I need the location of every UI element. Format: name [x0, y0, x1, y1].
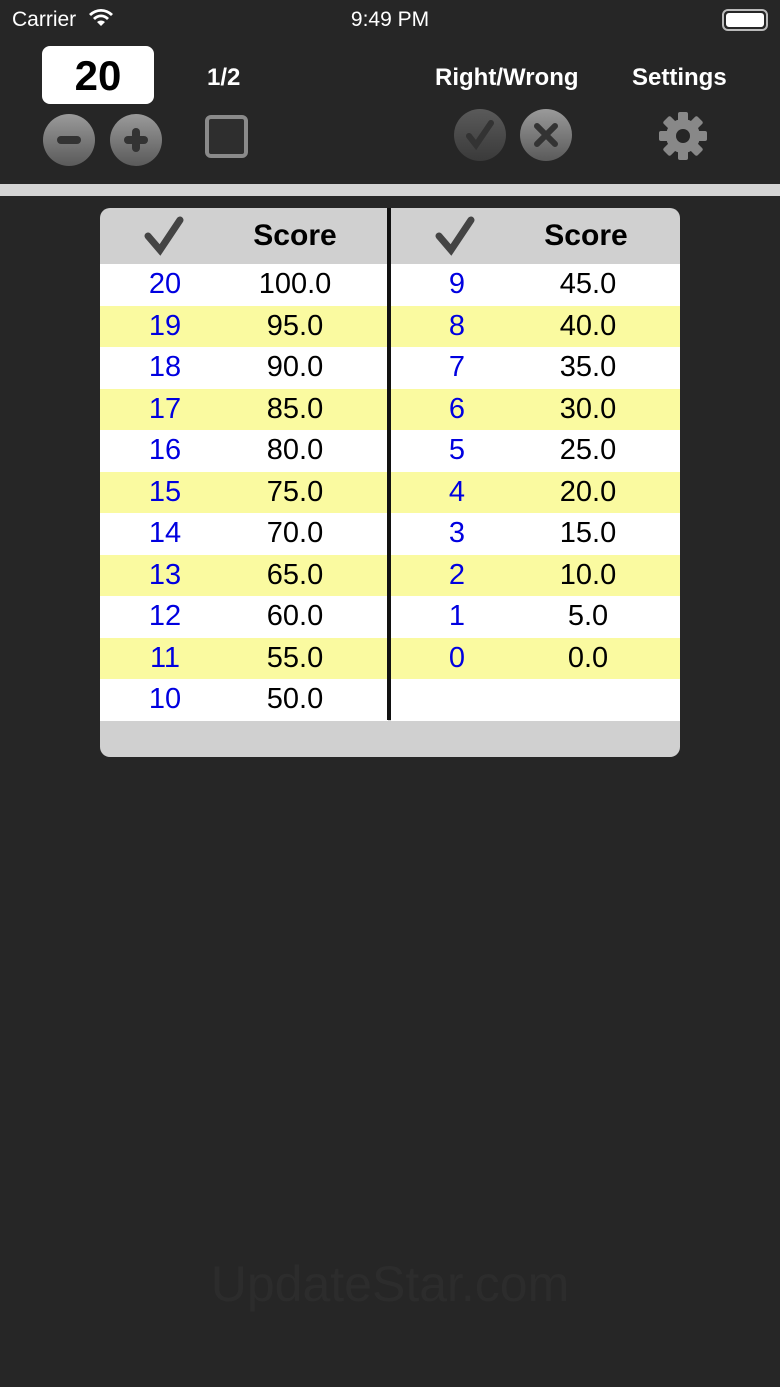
table-row: 6 30.0	[391, 388, 680, 430]
checkmark-icon	[466, 120, 494, 151]
score-value: 70.0	[266, 517, 324, 550]
correct-count: 6	[448, 392, 466, 425]
score-value: 55.0	[266, 641, 324, 674]
toolbar-separator	[0, 184, 780, 196]
decrement-button[interactable]	[43, 114, 95, 166]
correct-count: 5	[448, 434, 466, 467]
score-value: 20.0	[559, 475, 617, 508]
table-row: 18 90.0	[100, 347, 388, 389]
settings-button[interactable]	[656, 109, 710, 168]
score-value: 10.0	[559, 558, 617, 591]
score-value: 40.0	[559, 309, 617, 342]
gear-icon	[659, 112, 707, 160]
table-row: 13 65.0	[100, 554, 388, 596]
battery-icon	[722, 9, 768, 31]
score-value: 95.0	[266, 309, 324, 342]
question-count[interactable]: 20	[42, 46, 154, 104]
right-button[interactable]	[454, 109, 506, 161]
score-value: 80.0	[266, 434, 324, 467]
table-row: 12 60.0	[100, 596, 388, 638]
watermark: UpdateStar.com	[210, 1256, 570, 1312]
plus-icon	[124, 128, 148, 152]
table-row: 2 10.0	[391, 554, 680, 596]
table-row: 3 15.0	[391, 513, 680, 555]
correct-count: 9	[448, 268, 466, 301]
wrong-button[interactable]	[520, 109, 572, 161]
table-row: 7 35.0	[391, 347, 680, 389]
correct-count: 0	[448, 641, 466, 674]
carrier-text: Carrier	[12, 8, 77, 31]
table-row: 9 45.0	[391, 264, 680, 306]
table-row: 15 75.0	[100, 471, 388, 513]
minus-icon	[57, 136, 81, 144]
correct-count: 15	[148, 475, 182, 508]
correct-count: 2	[448, 558, 466, 591]
score-value: 100.0	[258, 268, 332, 301]
column-divider	[387, 208, 391, 720]
half-points-checkbox[interactable]	[205, 115, 248, 158]
table-row: 20 100.0	[100, 264, 388, 306]
table-row: 16 80.0	[100, 430, 388, 472]
checkmark-icon	[144, 216, 184, 256]
table-row: 1 5.0	[391, 596, 680, 638]
score-value: 90.0	[266, 351, 324, 384]
correct-count: 7	[448, 351, 466, 384]
x-icon	[534, 123, 558, 147]
increment-button[interactable]	[110, 114, 162, 166]
score-header: Score	[544, 219, 628, 252]
correct-count: 1	[448, 600, 466, 633]
table-row: 19 95.0	[100, 305, 388, 347]
table-row: 4 20.0	[391, 471, 680, 513]
score-value: 25.0	[559, 434, 617, 467]
correct-count: 16	[148, 434, 182, 467]
table-row: 10 50.0	[100, 679, 388, 721]
table-row: 0 0.0	[391, 637, 680, 679]
score-value: 75.0	[266, 475, 324, 508]
correct-count: 10	[148, 683, 182, 716]
right-header: Score	[391, 208, 680, 264]
table-row: 14 70.0	[100, 513, 388, 555]
table-row: 11 55.0	[100, 637, 388, 679]
score-value: 5.0	[567, 600, 609, 633]
score-table: Score Score 20 100.0 19 95.0 18 90.0 17 85.0 16 8…	[100, 208, 680, 757]
score-value: 15.0	[559, 517, 617, 550]
correct-count: 14	[148, 517, 182, 550]
correct-count: 12	[148, 600, 182, 633]
correct-count: 13	[148, 558, 182, 591]
correct-count: 3	[448, 517, 466, 550]
wifi-icon	[89, 9, 114, 26]
table-row: 5 25.0	[391, 430, 680, 472]
carrier-label: Carrier	[12, 8, 114, 32]
table-row	[391, 679, 680, 721]
score-value: 30.0	[559, 392, 617, 425]
correct-count: 19	[148, 309, 182, 342]
score-value: 0.0	[567, 641, 609, 674]
score-header: Score	[253, 219, 337, 252]
correct-count: 11	[149, 641, 181, 674]
checkmark-icon	[435, 216, 475, 256]
status-time: 9:49 PM	[350, 8, 430, 31]
correct-count: 20	[148, 268, 182, 301]
correct-count: 18	[148, 351, 182, 384]
score-value: 50.0	[266, 683, 324, 716]
score-value: 85.0	[266, 392, 324, 425]
settings-label: Settings	[632, 64, 727, 91]
half-points-label: 1/2	[207, 64, 241, 91]
score-value: 60.0	[266, 600, 324, 633]
correct-count: 17	[148, 392, 182, 425]
score-value: 45.0	[559, 268, 617, 301]
score-value: 65.0	[266, 558, 324, 591]
correct-count: 4	[448, 475, 466, 508]
score-value: 35.0	[559, 351, 617, 384]
left-header: Score	[100, 208, 388, 264]
table-row: 17 85.0	[100, 388, 388, 430]
right-wrong-label: Right/Wrong	[435, 64, 579, 91]
correct-count: 8	[448, 309, 466, 342]
table-row: 8 40.0	[391, 305, 680, 347]
